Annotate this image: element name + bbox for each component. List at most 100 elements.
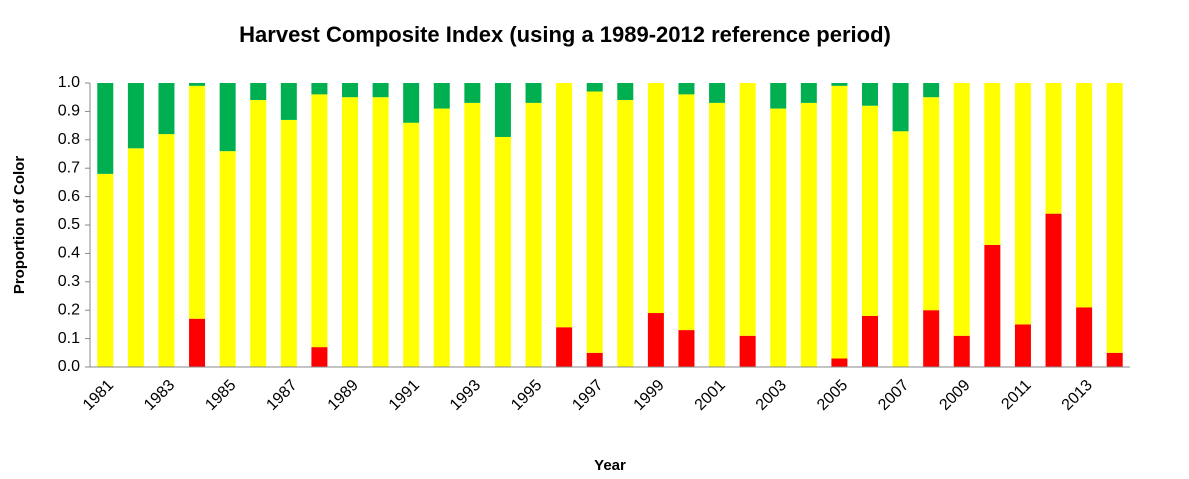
bar-segment [433, 108, 450, 367]
bar-segment [709, 102, 726, 367]
bar-segment [923, 310, 940, 367]
y-tick-label: 0.3 [58, 273, 80, 290]
bar-segment [250, 83, 267, 101]
bar-segment [97, 173, 114, 367]
x-tick-label: 1999 [631, 377, 668, 414]
bar-segment [372, 83, 389, 98]
bar-segment [403, 83, 420, 123]
y-axis-title: Proportion of Color [11, 156, 28, 294]
bar-segment [923, 83, 940, 98]
bar-segment [280, 119, 297, 367]
bar-segment [342, 97, 358, 367]
bar-segment [800, 83, 817, 103]
y-tick-label: 1.0 [58, 74, 80, 91]
x-tick-label: 2007 [875, 377, 912, 414]
bar-segment [433, 83, 450, 109]
bar-segment [1076, 83, 1093, 308]
x-tick-label: 1991 [386, 377, 423, 414]
bar-segment [892, 83, 909, 132]
y-tick-label: 0.1 [58, 330, 80, 347]
bar-segment [953, 335, 970, 367]
x-tick-label: 1985 [202, 377, 239, 414]
x-tick-label: 2003 [753, 377, 790, 414]
x-tick-label: 2011 [998, 377, 1034, 413]
bar-segment [831, 85, 848, 359]
bar-segment [984, 244, 1001, 367]
x-tick-label: 2001 [692, 377, 729, 414]
x-tick-label: 1987 [263, 377, 300, 414]
bar-segment [311, 94, 328, 348]
y-tick-label: 0.9 [58, 103, 80, 120]
bar-segment [1106, 352, 1123, 367]
bar-segment [97, 83, 114, 174]
bar-segment [525, 83, 542, 103]
bar-segment [464, 83, 481, 103]
bar-segment [219, 83, 236, 152]
y-tick-label: 0.4 [58, 245, 80, 262]
bar-segment [372, 97, 389, 367]
x-tick-label: 1983 [141, 377, 178, 414]
y-tick-label: 0.2 [58, 301, 80, 318]
x-tick-label: 2005 [814, 377, 851, 414]
bar-segment [892, 131, 909, 367]
bar-segment [984, 83, 1001, 245]
bar-segment [647, 83, 664, 314]
bar-segment [250, 100, 267, 367]
bar-segment [923, 97, 940, 311]
bar-segment [219, 151, 236, 367]
bar-segment [189, 318, 206, 367]
bar-segment [709, 83, 726, 103]
bar-segment [280, 83, 297, 120]
bar-segment [617, 100, 634, 367]
bar-segment [1045, 213, 1062, 367]
bar-segment [770, 83, 787, 109]
bar-segment [127, 148, 144, 367]
bar-segment [617, 83, 634, 101]
bar-segment [403, 122, 420, 367]
bar-segment [831, 83, 848, 86]
bar-segment [862, 83, 878, 106]
x-tick-label: 2009 [936, 377, 973, 414]
bar-segment [1014, 83, 1031, 325]
bar-segment [158, 134, 175, 367]
bar-segment [1076, 307, 1093, 367]
y-tick-label: 0.6 [58, 188, 80, 205]
bar-segment [311, 347, 328, 367]
y-tick-label: 0.5 [58, 216, 80, 233]
bar-segment [586, 83, 603, 92]
bar-segment [464, 102, 481, 367]
bar-segment [158, 83, 175, 135]
bar-segment [800, 102, 817, 367]
x-tick-label: 1993 [447, 377, 484, 414]
x-tick-label: 1997 [569, 377, 606, 414]
y-tick-label: 0.7 [58, 159, 80, 176]
x-tick-label: 1995 [508, 377, 545, 414]
bar-segment [678, 330, 695, 367]
bar-segment [1045, 83, 1062, 214]
bar-segment [678, 94, 695, 331]
bar-segment [556, 83, 573, 328]
bar-segment [1014, 324, 1031, 367]
bar-segment [127, 83, 144, 149]
bar-segment [770, 108, 787, 367]
bar-segment [311, 83, 328, 95]
bar-segment [953, 83, 970, 336]
bar-segment [494, 83, 511, 137]
bar-segment [862, 315, 878, 367]
bar-segment [494, 136, 511, 367]
bar-segment [647, 313, 664, 367]
bar-segment [739, 335, 756, 367]
bar-segment [586, 91, 603, 353]
x-tick-label: 1989 [325, 377, 362, 414]
bar-segment [1106, 83, 1123, 353]
y-tick-label: 0.0 [58, 358, 80, 375]
chart-title: Harvest Composite Index (using a 1989-20… [239, 22, 891, 47]
x-tick-label: 1981 [80, 377, 117, 414]
bar-segment [556, 327, 573, 367]
x-axis-title: Year [594, 457, 626, 474]
bar-segment [525, 102, 542, 367]
bar-segment [189, 85, 206, 319]
bar-segment [831, 358, 848, 367]
